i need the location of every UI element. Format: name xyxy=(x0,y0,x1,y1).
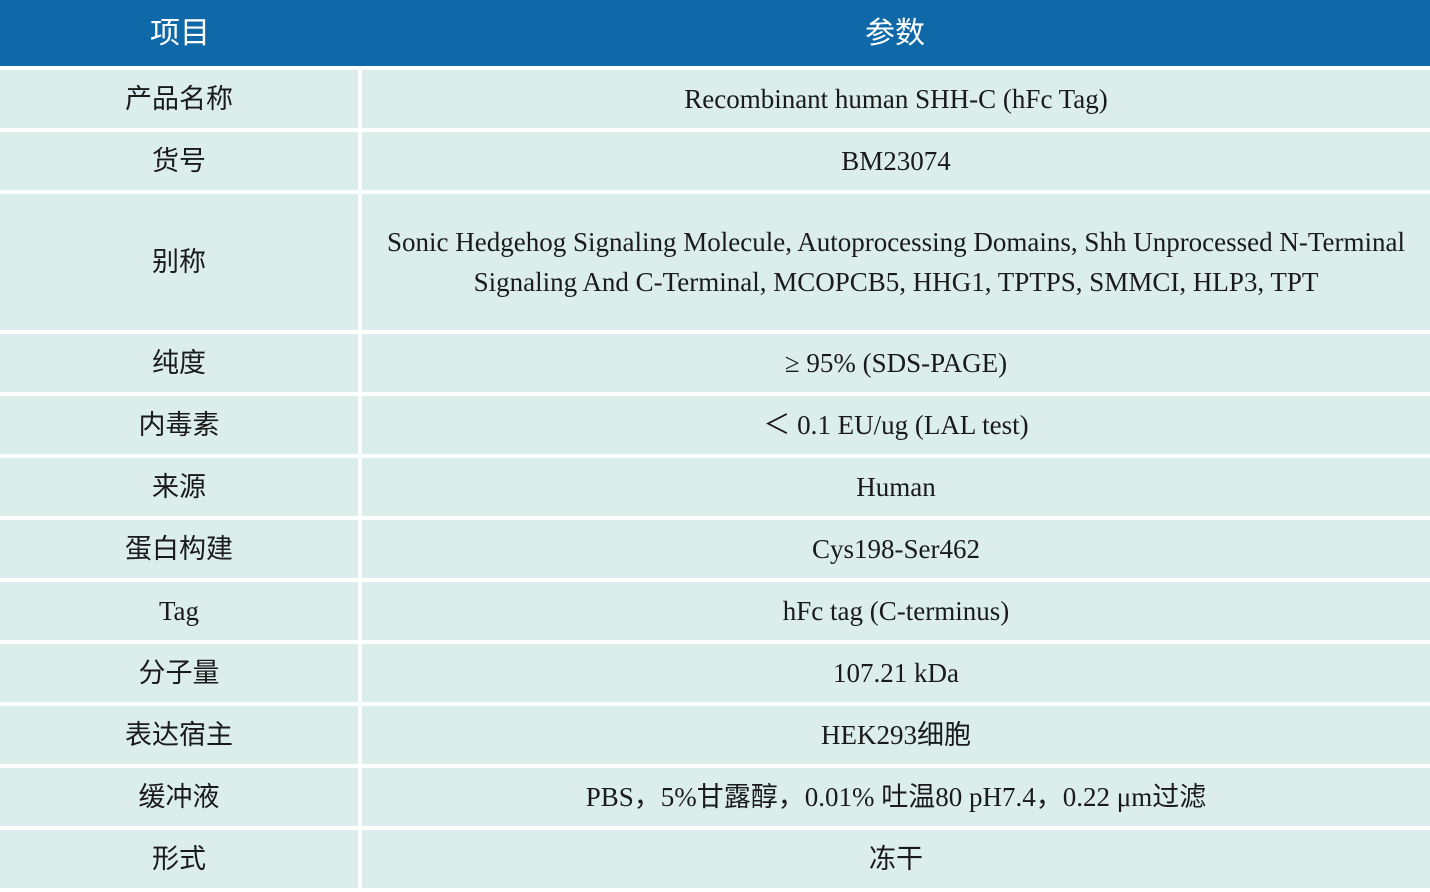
row-value: 冻干 xyxy=(360,828,1430,890)
table-row: 形式冻干 xyxy=(0,828,1430,890)
table-row: 货号BM23074 xyxy=(0,130,1430,192)
row-label: Tag xyxy=(0,580,360,642)
row-label: 表达宿主 xyxy=(0,704,360,766)
row-value: Recombinant human SHH-C (hFc Tag) xyxy=(360,68,1430,130)
table-row: 内毒素＜ 0.1 EU/ug (LAL test) xyxy=(0,394,1430,456)
table-row: 纯度≥ 95% (SDS-PAGE) xyxy=(0,332,1430,394)
row-value: Cys198-Ser462 xyxy=(360,518,1430,580)
table-row: 来源Human xyxy=(0,456,1430,518)
row-label: 别称 xyxy=(0,192,360,332)
table-row: 表达宿主HEK293细胞 xyxy=(0,704,1430,766)
row-label: 产品名称 xyxy=(0,68,360,130)
spec-table-body: 产品名称Recombinant human SHH-C (hFc Tag)货号B… xyxy=(0,68,1430,890)
row-label: 纯度 xyxy=(0,332,360,394)
row-label: 来源 xyxy=(0,456,360,518)
row-value: HEK293细胞 xyxy=(360,704,1430,766)
row-value: PBS，5%甘露醇，0.01% 吐温80 pH7.4，0.22 μm过滤 xyxy=(360,766,1430,828)
row-value: BM23074 xyxy=(360,130,1430,192)
table-row: 蛋白构建Cys198-Ser462 xyxy=(0,518,1430,580)
table-header-row: 项目 参数 xyxy=(0,0,1430,68)
header-item: 项目 xyxy=(0,0,360,68)
row-label: 形式 xyxy=(0,828,360,890)
row-value: 107.21 kDa xyxy=(360,642,1430,704)
table-row: 缓冲液PBS，5%甘露醇，0.01% 吐温80 pH7.4，0.22 μm过滤 xyxy=(0,766,1430,828)
row-label: 缓冲液 xyxy=(0,766,360,828)
table-row: TaghFc tag (C-terminus) xyxy=(0,580,1430,642)
table-row: 别称Sonic Hedgehog Signaling Molecule, Aut… xyxy=(0,192,1430,332)
spec-table: 项目 参数 产品名称Recombinant human SHH-C (hFc T… xyxy=(0,0,1430,892)
row-label: 货号 xyxy=(0,130,360,192)
row-value: Human xyxy=(360,456,1430,518)
row-label: 内毒素 xyxy=(0,394,360,456)
row-label: 蛋白构建 xyxy=(0,518,360,580)
table-row: 产品名称Recombinant human SHH-C (hFc Tag) xyxy=(0,68,1430,130)
row-value: ≥ 95% (SDS-PAGE) xyxy=(360,332,1430,394)
row-value: Sonic Hedgehog Signaling Molecule, Autop… xyxy=(360,192,1430,332)
table-row: 分子量107.21 kDa xyxy=(0,642,1430,704)
header-param: 参数 xyxy=(360,0,1430,68)
row-value: ＜ 0.1 EU/ug (LAL test) xyxy=(360,394,1430,456)
row-label: 分子量 xyxy=(0,642,360,704)
row-value: hFc tag (C-terminus) xyxy=(360,580,1430,642)
